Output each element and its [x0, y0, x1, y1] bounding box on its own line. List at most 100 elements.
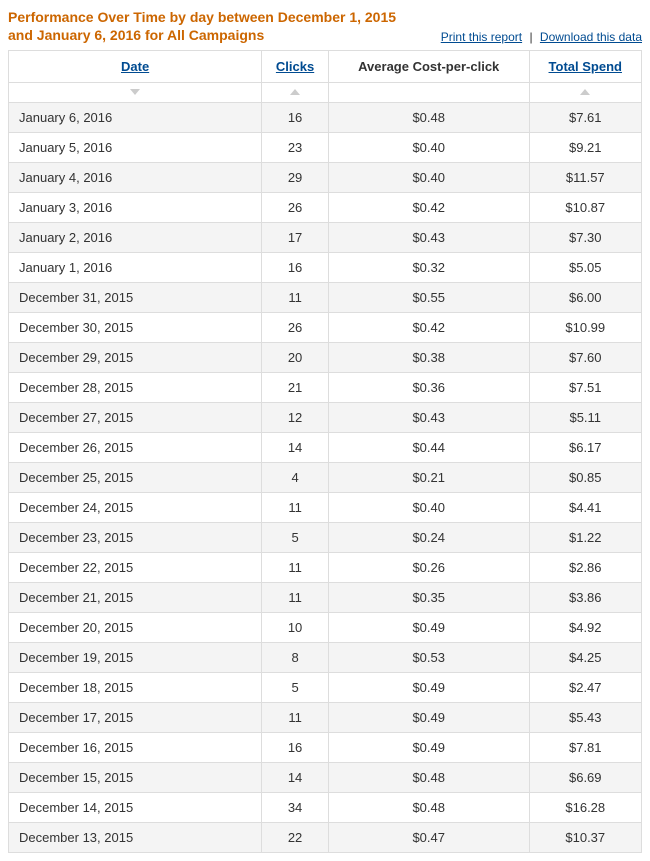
sort-link-spend[interactable]: Total Spend	[549, 59, 622, 74]
cell-cpc: $0.43	[328, 403, 529, 433]
cell-clicks: 29	[262, 163, 329, 193]
cell-date: January 1, 2016	[9, 253, 262, 283]
download-data-link[interactable]: Download this data	[540, 30, 642, 44]
cell-date: December 13, 2015	[9, 823, 262, 853]
cell-spend: $9.21	[529, 133, 641, 163]
table-row: January 4, 201629$0.40$11.57	[9, 163, 642, 193]
cell-date: December 26, 2015	[9, 433, 262, 463]
sort-link-date[interactable]: Date	[121, 59, 149, 74]
table-row: January 1, 201616$0.32$5.05	[9, 253, 642, 283]
cell-clicks: 16	[262, 103, 329, 133]
cell-clicks: 14	[262, 433, 329, 463]
cell-cpc: $0.40	[328, 493, 529, 523]
cell-cpc: $0.48	[328, 793, 529, 823]
table-row: December 18, 20155$0.49$2.47	[9, 673, 642, 703]
cell-clicks: 23	[262, 133, 329, 163]
cell-spend: $2.47	[529, 673, 641, 703]
cell-date: December 30, 2015	[9, 313, 262, 343]
sort-indicator-spend[interactable]	[529, 83, 641, 103]
table-body: January 6, 201616$0.48$7.61January 5, 20…	[9, 103, 642, 853]
table-row: January 2, 201617$0.43$7.30	[9, 223, 642, 253]
cell-cpc: $0.49	[328, 733, 529, 763]
cell-date: January 6, 2016	[9, 103, 262, 133]
table-row: December 23, 20155$0.24$1.22	[9, 523, 642, 553]
cell-spend: $1.22	[529, 523, 641, 553]
table-row: December 27, 201512$0.43$5.11	[9, 403, 642, 433]
cell-cpc: $0.43	[328, 223, 529, 253]
cell-spend: $16.28	[529, 793, 641, 823]
cell-spend: $10.37	[529, 823, 641, 853]
cell-cpc: $0.55	[328, 283, 529, 313]
cell-cpc: $0.48	[328, 103, 529, 133]
report-title: Performance Over Time by day between Dec…	[8, 8, 408, 44]
sort-link-clicks[interactable]: Clicks	[276, 59, 314, 74]
table-row: December 19, 20158$0.53$4.25	[9, 643, 642, 673]
cell-date: December 25, 2015	[9, 463, 262, 493]
col-header-spend[interactable]: Total Spend	[529, 51, 641, 83]
cell-spend: $7.30	[529, 223, 641, 253]
cell-spend: $11.57	[529, 163, 641, 193]
cell-cpc: $0.40	[328, 163, 529, 193]
cell-spend: $4.92	[529, 613, 641, 643]
cell-date: December 15, 2015	[9, 763, 262, 793]
cell-date: January 2, 2016	[9, 223, 262, 253]
cell-clicks: 20	[262, 343, 329, 373]
col-header-date[interactable]: Date	[9, 51, 262, 83]
cell-date: January 5, 2016	[9, 133, 262, 163]
cell-date: December 18, 2015	[9, 673, 262, 703]
cell-cpc: $0.36	[328, 373, 529, 403]
cell-date: December 19, 2015	[9, 643, 262, 673]
cell-date: December 28, 2015	[9, 373, 262, 403]
cell-clicks: 17	[262, 223, 329, 253]
cell-cpc: $0.53	[328, 643, 529, 673]
cell-clicks: 8	[262, 643, 329, 673]
cell-clicks: 11	[262, 283, 329, 313]
cell-clicks: 11	[262, 703, 329, 733]
cell-date: December 24, 2015	[9, 493, 262, 523]
cell-clicks: 11	[262, 553, 329, 583]
cell-cpc: $0.40	[328, 133, 529, 163]
cell-spend: $5.43	[529, 703, 641, 733]
performance-table: Date Clicks Average Cost-per-click Total Sp…	[8, 50, 642, 853]
cell-clicks: 10	[262, 613, 329, 643]
cell-clicks: 11	[262, 493, 329, 523]
table-row: December 29, 201520$0.38$7.60	[9, 343, 642, 373]
cell-cpc: $0.47	[328, 823, 529, 853]
cell-spend: $5.11	[529, 403, 641, 433]
table-row: December 15, 201514$0.48$6.69	[9, 763, 642, 793]
col-header-clicks[interactable]: Clicks	[262, 51, 329, 83]
report-actions: Print this report | Download this data	[441, 30, 642, 44]
cell-cpc: $0.44	[328, 433, 529, 463]
cell-spend: $2.86	[529, 553, 641, 583]
cell-cpc: $0.21	[328, 463, 529, 493]
arrow-up-icon	[580, 89, 590, 95]
cell-date: December 16, 2015	[9, 733, 262, 763]
print-report-link[interactable]: Print this report	[441, 30, 522, 44]
cell-date: January 4, 2016	[9, 163, 262, 193]
cell-cpc: $0.48	[328, 763, 529, 793]
table-row: January 5, 201623$0.40$9.21	[9, 133, 642, 163]
cell-clicks: 5	[262, 523, 329, 553]
report-header: Performance Over Time by day between Dec…	[8, 8, 642, 44]
cell-date: December 29, 2015	[9, 343, 262, 373]
cell-date: December 17, 2015	[9, 703, 262, 733]
arrow-down-icon	[130, 89, 140, 95]
table-row: December 26, 201514$0.44$6.17	[9, 433, 642, 463]
table-row: December 24, 201511$0.40$4.41	[9, 493, 642, 523]
cell-spend: $6.17	[529, 433, 641, 463]
table-row: December 14, 201534$0.48$16.28	[9, 793, 642, 823]
cell-cpc: $0.24	[328, 523, 529, 553]
col-header-cpc: Average Cost-per-click	[328, 51, 529, 83]
table-row: January 3, 201626$0.42$10.87	[9, 193, 642, 223]
table-row: December 31, 201511$0.55$6.00	[9, 283, 642, 313]
sort-indicator-clicks[interactable]	[262, 83, 329, 103]
cell-cpc: $0.49	[328, 613, 529, 643]
cell-cpc: $0.49	[328, 673, 529, 703]
cell-date: December 27, 2015	[9, 403, 262, 433]
cell-spend: $7.60	[529, 343, 641, 373]
cell-date: December 21, 2015	[9, 583, 262, 613]
table-row: December 22, 201511$0.26$2.86	[9, 553, 642, 583]
sort-indicator-date[interactable]	[9, 83, 262, 103]
cell-spend: $4.41	[529, 493, 641, 523]
cell-spend: $6.00	[529, 283, 641, 313]
